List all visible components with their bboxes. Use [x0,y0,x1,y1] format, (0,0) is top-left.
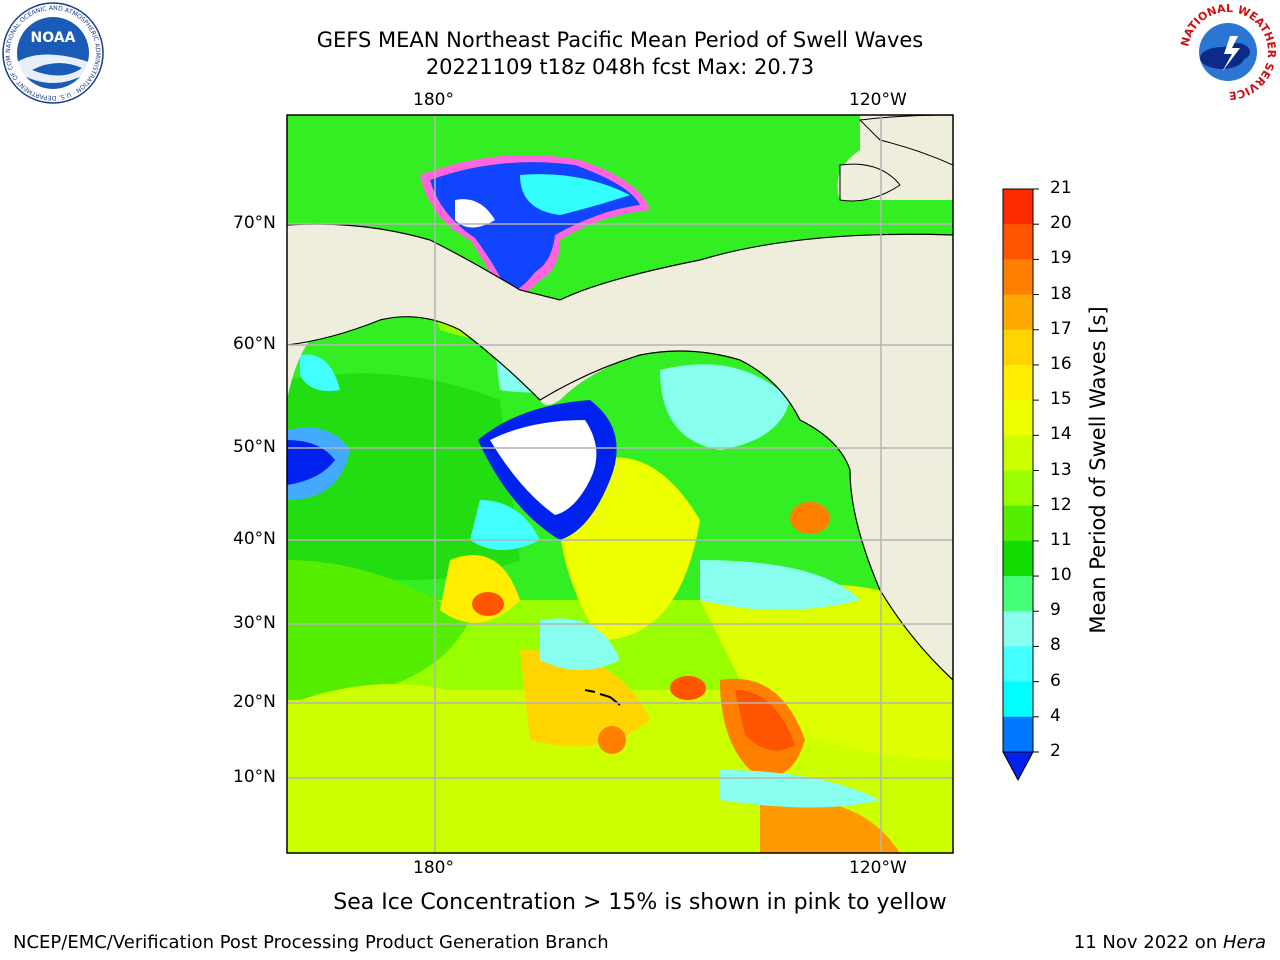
colorbar-segment [1003,470,1033,507]
colorbar-tick-label: 21 [1050,178,1072,198]
footer-date: 11 Nov 2022 on Hera [1073,932,1266,953]
colorbar-segment [1003,435,1033,471]
colorbar-segment [1003,294,1033,331]
footer-branch: NCEP/EMC/Verification Post Processing Pr… [13,932,609,953]
bottom-lon-label-180: 180° [413,858,454,878]
colorbar-tick-label: 6 [1050,670,1061,691]
colorbar-tick-label: 12 [1050,494,1072,515]
colorbar-segment [1003,540,1033,577]
colorbar-tick-label: 20 [1050,213,1072,234]
lat-label-30n: 30°N [233,613,276,633]
colorbar-segment [1003,576,1033,612]
colorbar-tick-label: 2 [1050,741,1061,761]
colorbar-tick-label: 16 [1050,353,1072,374]
colorbar-segment [1003,681,1033,718]
colorbar-segment [1003,611,1033,647]
colorbar-tick-label: 17 [1050,318,1072,339]
colorbar-tick-label: 14 [1050,424,1072,445]
colorbar-segment [1003,400,1033,436]
colorbar-tick-label: 13 [1050,459,1072,480]
colorbar-extend-arrow [1002,751,1034,782]
colorbar-tick-label: 10 [1050,565,1072,586]
chart-subtitle: 20221109 t18z 048h fcst Max: 20.73 [425,55,815,79]
top-lon-label-120w: 120°W [849,90,907,110]
colorbar-segment [1003,259,1033,296]
lat-label-50n: 50°N [233,437,276,457]
colorbar [1002,188,1039,782]
colorbar-tick-label: 11 [1050,529,1072,550]
top-lon-label-180: 180° [413,90,454,110]
nws-logo: NATIONAL WEATHER SERVICE [1178,2,1278,102]
lat-label-20n: 20°N [233,692,276,712]
colorbar-tick-label: 4 [1050,705,1061,726]
lat-label-70n: 70°N [233,213,276,233]
colorbar-tick-label: 9 [1050,600,1061,621]
noaa-logo: NATIONAL OCEANIC AND ATMOSPHERIC ADMINIS… [2,2,104,104]
colorbar-segment [1003,189,1033,225]
map-field [287,115,953,853]
bottom-lon-label-120w: 120°W [849,858,907,878]
colorbar-tick-label: 19 [1050,248,1072,269]
lat-label-10n: 10°N [233,767,276,787]
lat-label-40n: 40°N [233,529,276,549]
sea-ice-note: Sea Ice Concentration > 15% is shown in … [333,890,947,915]
colorbar-tick-label: 8 [1050,635,1061,656]
colorbar-segment [1003,329,1033,366]
colorbar-segment [1003,505,1033,542]
colorbar-segment [1003,646,1033,683]
footer-machine: Hera [1222,932,1266,953]
colorbar-segment [1003,716,1033,753]
colorbar-label: Mean Period of Swell Waves [s] [1086,306,1110,634]
lat-label-60n: 60°N [233,334,276,354]
chart-title: GEFS MEAN Northeast Pacific Mean Period … [316,28,924,52]
colorbar-tick-label: 18 [1050,283,1072,304]
colorbar-segment [1003,364,1033,401]
colorbar-tick-label: 15 [1050,389,1072,410]
map-gridlines [287,115,953,853]
map-frame [286,114,954,854]
colorbar-segment [1003,224,1033,260]
noaa-logo-text: NOAA [31,30,76,46]
